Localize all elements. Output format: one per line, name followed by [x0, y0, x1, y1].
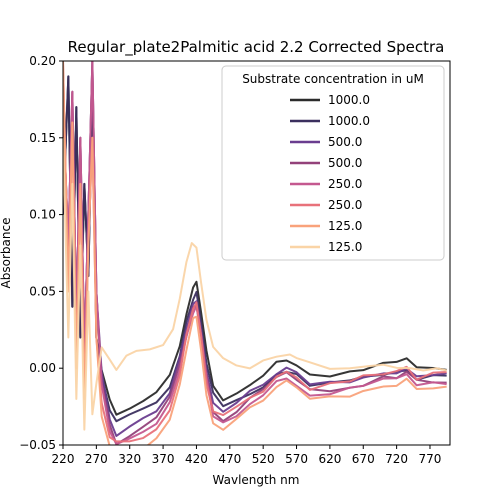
series-line-6: [63, 61, 447, 445]
x-axis-label: Wavlength nm: [213, 473, 300, 487]
x-axis: 220 270 320 370 420 470 520 570 620 670 720 770: [52, 445, 442, 466]
legend-entry-label: 250.0: [328, 177, 362, 191]
legend-box: [221, 65, 445, 261]
y-tick-label: 0.00: [29, 361, 56, 375]
y-tick-label: 0.10: [29, 208, 56, 222]
y-tick-label: 0.15: [29, 131, 56, 145]
legend-entry-label: 500.0: [328, 135, 362, 149]
series-line-7: [63, 137, 447, 431]
x-tick-label: 570: [285, 452, 308, 466]
x-tick-label: 420: [185, 452, 208, 466]
x-tick-label: 220: [52, 452, 75, 466]
legend-entry-label: 125.0: [328, 219, 362, 233]
x-tick-label: 770: [419, 452, 442, 466]
x-tick-label: 370: [152, 452, 175, 466]
x-tick-label: 470: [218, 452, 241, 466]
x-tick-label: 520: [252, 452, 275, 466]
series-layer: [63, 61, 447, 445]
y-axis: −0.05 0.00 0.05 0.10 0.15 0.20: [19, 54, 63, 452]
y-tick-label: −0.05: [19, 438, 56, 452]
chart-title: Regular_plate2Palmitic acid 2.2 Correcte…: [68, 38, 445, 57]
plot-frame: [62, 60, 451, 446]
legend-entry-label: 125.0: [328, 240, 362, 254]
y-tick-label: 0.20: [29, 54, 56, 68]
legend-entries: 1000.0 1000.0 500.0 500.0 250.0 250.0 125.0 125…: [290, 93, 370, 254]
x-tick-label: 670: [352, 452, 375, 466]
legend-entry-label: 1000.0: [328, 93, 370, 107]
x-tick-label: 320: [118, 452, 141, 466]
legend-entry-label: 500.0: [328, 156, 362, 170]
legend-entry-label: 1000.0: [328, 114, 370, 128]
y-axis-label: Absorbance: [0, 218, 13, 289]
y-tick-label: 0.05: [29, 284, 56, 298]
legend-entry-label: 250.0: [328, 198, 362, 212]
x-tick-label: 270: [85, 452, 108, 466]
x-tick-label: 620: [318, 452, 341, 466]
legend-title: Substrate concentration in uM: [242, 72, 424, 86]
legend: Substrate concentration in uM 1000.01000…: [221, 65, 445, 261]
x-tick-label: 720: [385, 452, 408, 466]
